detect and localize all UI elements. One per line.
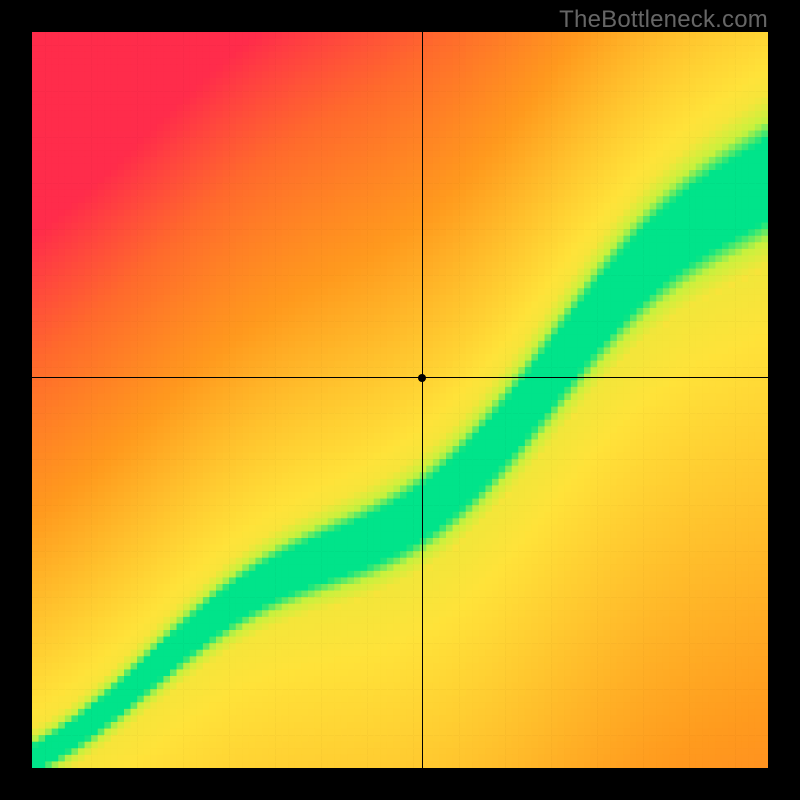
crosshair-horizontal xyxy=(32,377,768,378)
crosshair-vertical xyxy=(422,32,423,768)
plot-area xyxy=(32,32,768,768)
watermark-text: TheBottleneck.com xyxy=(559,6,768,34)
marker-dot xyxy=(418,374,426,382)
heatmap-canvas xyxy=(32,32,768,768)
outer-frame: TheBottleneck.com xyxy=(0,0,800,800)
